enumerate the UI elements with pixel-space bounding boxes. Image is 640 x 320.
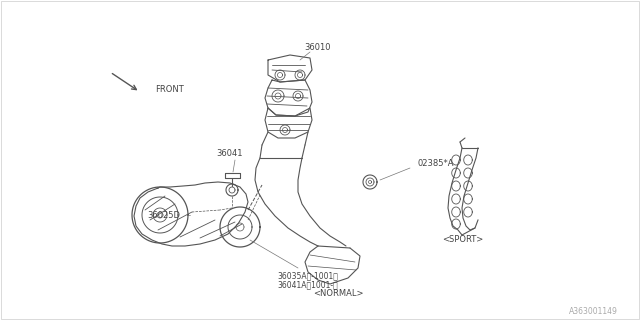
Text: 36035A「-1001」: 36035A「-1001」 — [278, 271, 339, 281]
Text: 36041: 36041 — [217, 149, 243, 158]
Text: 36041A「1001-」: 36041A「1001-」 — [278, 281, 339, 290]
Text: 36025D: 36025D — [147, 211, 180, 220]
Text: 02385*A: 02385*A — [418, 159, 454, 169]
Text: A363001149: A363001149 — [569, 308, 618, 316]
Text: 36010: 36010 — [305, 44, 332, 52]
Text: <NORMAL>: <NORMAL> — [313, 290, 364, 299]
Text: <SPORT>: <SPORT> — [442, 236, 484, 244]
Text: FRONT: FRONT — [155, 85, 184, 94]
